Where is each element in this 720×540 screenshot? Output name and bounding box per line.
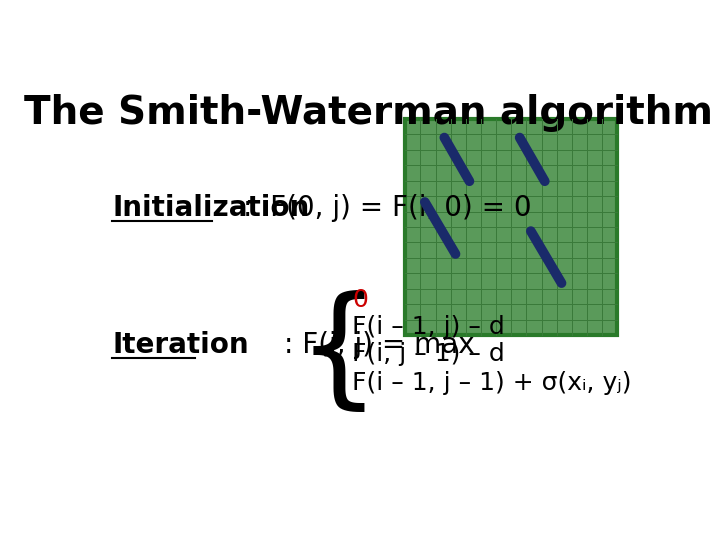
Text: {: { <box>297 291 380 417</box>
Text: Initialization: Initialization <box>112 194 310 222</box>
Text: F(i – 1, j) – d: F(i – 1, j) – d <box>352 315 505 339</box>
Text: :  F(0, j) = F(i, 0) = 0: : F(0, j) = F(i, 0) = 0 <box>243 194 532 222</box>
Text: The Smith-Waterman algorithm: The Smith-Waterman algorithm <box>24 94 714 132</box>
Text: Iteration: Iteration <box>112 332 249 360</box>
Text: 0: 0 <box>352 288 368 312</box>
Text: F(i – 1, j – 1) + σ(xᵢ, yⱼ): F(i – 1, j – 1) + σ(xᵢ, yⱼ) <box>352 371 631 395</box>
Text: : F(i, j) = max: : F(i, j) = max <box>284 332 474 360</box>
FancyBboxPatch shape <box>405 119 617 335</box>
Text: F(i, j – 1) – d: F(i, j – 1) – d <box>352 342 505 366</box>
